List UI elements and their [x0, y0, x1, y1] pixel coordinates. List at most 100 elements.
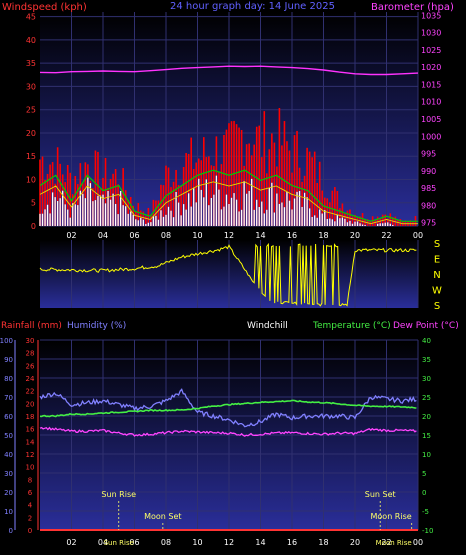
humidity-y-tick-label: 90: [4, 356, 13, 364]
temp-x-tick-label: 22: [381, 538, 391, 547]
wind-y-tick-label: 25: [26, 106, 36, 115]
temp-y-tick-label: 20: [422, 413, 431, 421]
temp-x-tick-label: 08: [161, 538, 171, 547]
temp-y-tick-label: 0: [422, 489, 426, 497]
rain-y-tick-label: 0: [28, 527, 32, 535]
dewpoint-axis-title: Dew Point (°C): [393, 321, 459, 331]
humidity-y-tick-label: 80: [4, 375, 13, 383]
windspeed-axis-title: Windspeed (kph): [2, 2, 87, 13]
barometer-line: [39, 65, 419, 76]
rain-y-tick-label: 30: [26, 337, 35, 345]
baro-y-tick-label: 1035: [421, 11, 441, 20]
humidity-y-tick-label: 10: [4, 508, 13, 516]
dewpoint-line: [39, 426, 417, 437]
direction-letter: W: [432, 286, 442, 297]
wind-x-tick-label: 00: [413, 231, 423, 240]
rainfall-axis-title: Rainfall (mm): [1, 321, 62, 331]
humidity-y-tick-label: 20: [4, 489, 13, 497]
wind-x-tick-label: 20: [350, 231, 360, 240]
wind-y-tick-label: 35: [26, 59, 36, 68]
wind-x-tick-label: 06: [129, 231, 139, 240]
wind-y-tick-label: 10: [26, 175, 36, 184]
temp-x-tick-label: 12: [224, 538, 234, 547]
wind-x-tick-label: 08: [161, 231, 171, 240]
rain-y-tick-label: 22: [26, 388, 35, 396]
temp-x-tick-label: 16: [287, 538, 297, 547]
sun-moon-events: Sun Rise Moon Set Sun Set Moon Rise Sun Rise…: [101, 490, 413, 547]
temp-y-axes: -10-505101520253035400102030405060708090…: [0, 337, 433, 535]
humidity-y-tick-label: 60: [4, 413, 13, 421]
wind-x-axis: 02 04 06 08 10 12 14 16 18 20 22 00: [66, 231, 423, 240]
humidity-y-tick-label: 40: [4, 451, 13, 459]
temp-x-tick-label: 14: [255, 538, 265, 547]
temp-x-axis: 02 04 06 08 10 12 14 16 18 20 22 00: [66, 538, 423, 547]
wind-y-axis: 0 5 10 15 20 25 30 35 40 45: [26, 13, 36, 231]
baro-y-tick-label: 1010: [421, 98, 441, 107]
wind-y-tick-label: 20: [26, 129, 36, 138]
baro-y-tick-label: 1000: [421, 132, 441, 141]
direction-series: [39, 242, 417, 307]
direction-letter: S: [434, 239, 440, 250]
temperature-line: [39, 399, 417, 418]
wind-y-tick-label: 15: [26, 152, 36, 161]
humidity-y-tick-label: 0: [9, 527, 13, 535]
temp-x-tick-label: 06: [129, 538, 139, 547]
temp-y-tick-label: -10: [422, 527, 433, 535]
baro-y-tick-label: 1005: [421, 115, 441, 124]
wind-y-tick-label: 0: [31, 222, 36, 231]
chart-title: 24 hour graph day: 14 June 2025: [170, 1, 335, 12]
rain-y-tick-label: 20: [26, 400, 35, 408]
moon-rise-axis-label: Moon Rise: [376, 539, 412, 547]
rain-y-tick-label: 2: [28, 514, 32, 522]
rain-y-tick-label: 10: [26, 464, 35, 472]
wind-y-tick-label: 45: [26, 13, 36, 22]
wind-x-tick-label: 12: [224, 231, 234, 240]
baro-y-tick-label: 985: [421, 184, 436, 193]
rain-y-tick-label: 24: [26, 375, 35, 383]
temp-x-tick-label: 00: [413, 538, 423, 547]
rain-y-tick-label: 6: [28, 489, 33, 497]
temperature-axis-title: Temperature (°C): [312, 321, 391, 331]
wind-x-tick-label: 22: [381, 231, 391, 240]
temp-y-tick-label: 15: [422, 432, 431, 440]
temp-y-tick-label: 25: [422, 394, 431, 402]
wind-x-tick-label: 16: [287, 231, 297, 240]
rain-y-tick-label: 16: [26, 426, 35, 434]
baro-y-tick-label: 1030: [421, 29, 441, 38]
rain-y-tick-label: 4: [28, 502, 33, 510]
temp-x-tick-label: 04: [98, 538, 108, 547]
temp-y-tick-label: 5: [422, 470, 426, 478]
temp-y-tick-label: 10: [422, 451, 431, 459]
moon-rise-label: Moon Rise: [371, 512, 412, 521]
direction-letter: S: [434, 301, 440, 312]
wind-y-tick-label: 5: [31, 199, 36, 208]
rain-y-tick-label: 18: [26, 413, 35, 421]
wind-x-tick-label: 18: [318, 231, 328, 240]
humidity-axis-title: Humidity (%): [67, 321, 126, 331]
rain-y-tick-label: 28: [26, 350, 35, 358]
humidity-y-tick-label: 70: [4, 394, 13, 402]
moon-set-label: Moon Set: [144, 512, 181, 521]
baro-y-tick-label: 1020: [421, 63, 441, 72]
rain-y-tick-label: 8: [28, 476, 32, 484]
temp-series: [39, 388, 418, 531]
sun-rise-axis-label: Sun Rise: [104, 539, 134, 547]
windchill-label: Windchill: [247, 321, 288, 331]
wind-average-line: [39, 169, 418, 222]
sun-rise-label: Sun Rise: [101, 490, 136, 499]
baro-y-tick-label: 1015: [421, 80, 441, 89]
baro-y-tick-label: 980: [421, 201, 436, 210]
wind-x-tick-label: 04: [98, 231, 108, 240]
wind-trend-line: [39, 181, 418, 225]
wind-y-tick-label: 40: [26, 36, 36, 45]
temp-x-tick-label: 10: [192, 538, 202, 547]
wind-x-tick-label: 02: [66, 231, 76, 240]
baro-y-tick-label: 990: [421, 167, 436, 176]
humidity-y-tick-label: 30: [4, 470, 13, 478]
rain-y-tick-label: 14: [26, 438, 35, 446]
barometer-axis-title: Barometer (hpa): [371, 2, 454, 13]
humidity-y-tick-label: 100: [0, 337, 13, 345]
temp-gridlines: [40, 339, 419, 531]
